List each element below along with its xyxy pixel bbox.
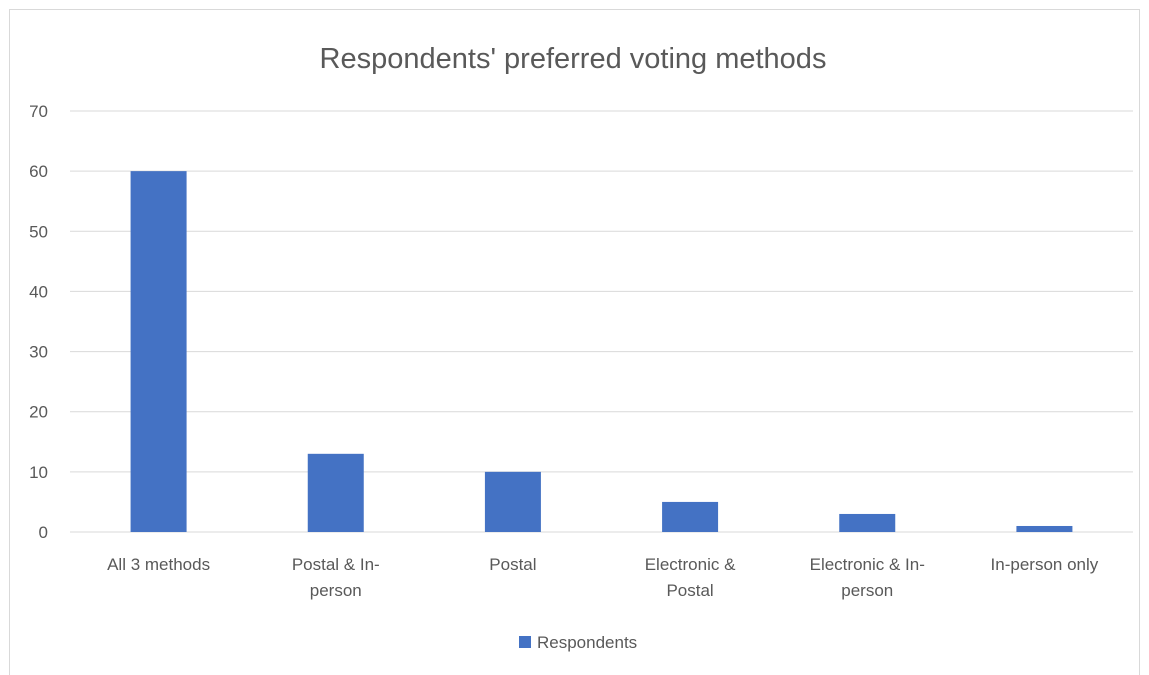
y-tick-label: 20 [29,403,48,422]
x-tick-label-line: Postal & In- [292,555,380,574]
legend: Respondents [519,633,637,652]
y-tick-label: 0 [39,523,48,542]
gridlines [70,110,1133,533]
x-tick-label: Electronic & Postal [645,555,736,600]
legend-label: Respondents [537,633,637,652]
x-tick-label: Postal [489,555,536,574]
y-tick-label: 70 [29,102,48,121]
y-tick-label: 50 [29,222,48,241]
x-tick-label-line: Postal [489,555,536,574]
bar [307,453,364,532]
x-tick-label: In-person only [991,555,1099,574]
bar [484,471,541,532]
x-tick-label-line: Postal [666,581,713,600]
x-tick-label-line: Electronic & [645,555,736,574]
chart-frame [9,9,1140,675]
y-tick-label: 40 [29,282,48,301]
x-tick-label-line: person [841,581,893,600]
y-tick-label: 60 [29,162,48,181]
x-tick-label-line: All 3 methods [107,555,210,574]
chart-title: Respondents' preferred voting methods [320,43,827,75]
bars [130,171,1073,532]
x-tick-label-line: In-person only [991,555,1099,574]
bar [1016,525,1073,532]
bar [662,501,719,532]
bar [130,171,187,532]
x-tick-label: All 3 methods [107,555,210,574]
bar [839,513,896,532]
x-tick-label: Postal & In-person [292,555,380,600]
x-tick-label: Electronic & In-person [810,555,925,600]
y-tick-label: 10 [29,463,48,482]
x-tick-label-line: person [310,581,362,600]
y-tick-label: 30 [29,343,48,362]
legend-swatch [519,636,531,648]
x-tick-label-line: Electronic & In- [810,555,925,574]
y-axis-ticks: 0 10 20 30 40 50 60 70 [29,102,48,542]
